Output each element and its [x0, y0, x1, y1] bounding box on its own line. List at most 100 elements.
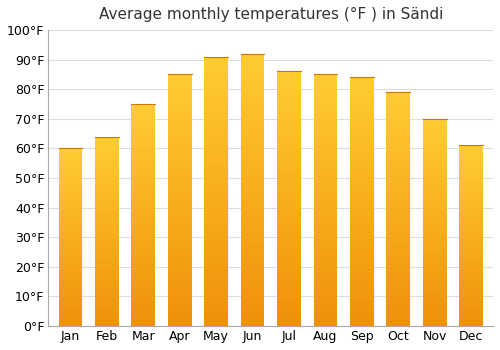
Bar: [95, 320, 118, 322]
Bar: [240, 160, 264, 163]
Bar: [350, 142, 374, 145]
Bar: [58, 314, 82, 315]
Bar: [58, 164, 82, 166]
Bar: [95, 167, 118, 169]
Bar: [423, 210, 446, 212]
Bar: [350, 140, 374, 142]
Bar: [460, 183, 483, 185]
Bar: [350, 177, 374, 179]
Bar: [423, 324, 446, 326]
Bar: [314, 193, 338, 195]
Bar: [386, 323, 410, 326]
Bar: [460, 246, 483, 248]
Bar: [168, 77, 192, 79]
Bar: [58, 159, 82, 161]
Bar: [386, 172, 410, 174]
Bar: [204, 186, 228, 189]
Bar: [386, 321, 410, 323]
Bar: [58, 304, 82, 306]
Bar: [204, 146, 228, 148]
Bar: [204, 57, 228, 60]
Bar: [460, 297, 483, 299]
Bar: [460, 185, 483, 187]
Bar: [386, 164, 410, 167]
Bar: [350, 88, 374, 90]
Bar: [314, 152, 338, 155]
Bar: [204, 68, 228, 70]
Bar: [168, 140, 192, 142]
Bar: [460, 245, 483, 246]
Bar: [168, 142, 192, 145]
Bar: [423, 278, 446, 280]
Bar: [168, 137, 192, 140]
Bar: [132, 213, 155, 215]
Bar: [95, 190, 118, 191]
Bar: [204, 229, 228, 232]
Bar: [423, 295, 446, 297]
Bar: [350, 256, 374, 259]
Bar: [168, 130, 192, 132]
Bar: [460, 308, 483, 310]
Bar: [240, 54, 264, 56]
Bar: [58, 198, 82, 200]
Bar: [277, 94, 301, 97]
Bar: [132, 186, 155, 188]
Bar: [386, 244, 410, 246]
Bar: [132, 128, 155, 131]
Bar: [277, 79, 301, 82]
Bar: [314, 84, 338, 87]
Bar: [350, 264, 374, 266]
Bar: [314, 180, 338, 183]
Bar: [95, 256, 118, 258]
Bar: [204, 124, 228, 127]
Bar: [386, 277, 410, 279]
Bar: [95, 188, 118, 190]
Bar: [95, 197, 118, 199]
Bar: [386, 237, 410, 239]
Bar: [423, 121, 446, 123]
Bar: [386, 263, 410, 265]
Bar: [95, 299, 118, 301]
Bar: [58, 273, 82, 274]
Bar: [314, 253, 338, 255]
Bar: [386, 284, 410, 286]
Bar: [132, 108, 155, 111]
Bar: [460, 268, 483, 270]
Bar: [58, 289, 82, 290]
Bar: [423, 187, 446, 189]
Bar: [350, 204, 374, 206]
Bar: [168, 198, 192, 200]
Bar: [423, 175, 446, 177]
Bar: [277, 191, 301, 194]
Bar: [423, 202, 446, 204]
Bar: [168, 296, 192, 298]
Bar: [386, 288, 410, 291]
Bar: [386, 307, 410, 309]
Bar: [168, 266, 192, 268]
Bar: [95, 146, 118, 148]
Bar: [386, 193, 410, 195]
Bar: [168, 208, 192, 210]
Bar: [423, 177, 446, 179]
Bar: [314, 210, 338, 213]
Bar: [277, 255, 301, 257]
Bar: [204, 210, 228, 213]
Bar: [386, 167, 410, 169]
Bar: [240, 119, 264, 122]
Bar: [423, 123, 446, 125]
Bar: [277, 82, 301, 84]
Bar: [460, 151, 483, 153]
Bar: [240, 62, 264, 65]
Bar: [240, 263, 264, 266]
Bar: [350, 167, 374, 169]
Bar: [350, 261, 374, 264]
Bar: [95, 224, 118, 225]
Bar: [423, 162, 446, 164]
Bar: [132, 193, 155, 195]
Bar: [132, 319, 155, 321]
Bar: [58, 195, 82, 196]
Bar: [204, 286, 228, 288]
Bar: [168, 150, 192, 152]
Bar: [423, 264, 446, 266]
Bar: [350, 206, 374, 209]
